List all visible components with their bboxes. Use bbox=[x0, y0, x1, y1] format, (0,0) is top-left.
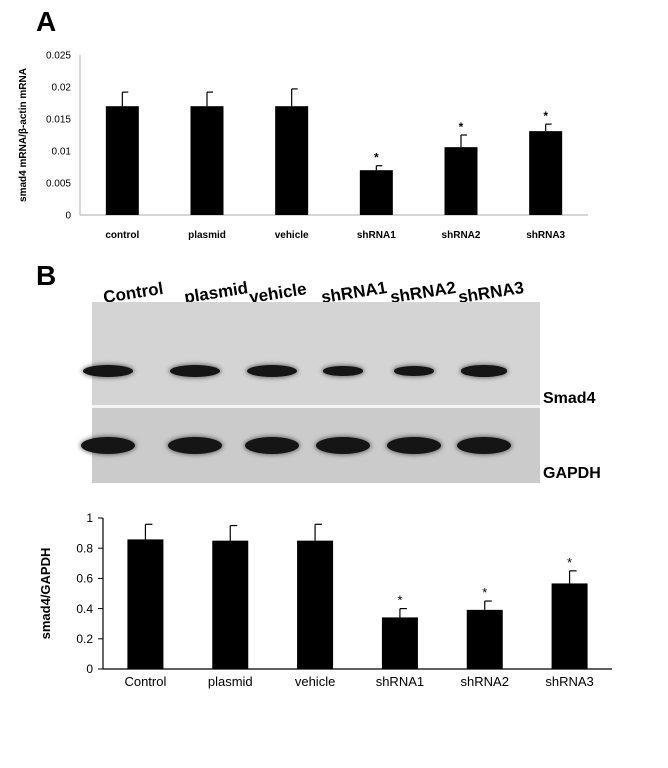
bar-control bbox=[105, 106, 139, 215]
x-tick-label: shRNA2 bbox=[461, 674, 509, 689]
bar-plasmid bbox=[190, 106, 224, 215]
band-gapdh-vehicle bbox=[245, 437, 299, 454]
y-tick-label: 0 bbox=[65, 211, 71, 222]
y-tick-label: 0.6 bbox=[76, 572, 93, 586]
bar-vehicle bbox=[297, 540, 334, 669]
band-gapdh-shRNA3 bbox=[457, 437, 511, 454]
blot-separator bbox=[92, 405, 540, 408]
significance-marker: * bbox=[397, 593, 402, 608]
x-tick-label: vehicle bbox=[295, 674, 335, 689]
band-gapdh-shRNA1 bbox=[316, 437, 370, 454]
blot-row-label-gapdh: GAPDH bbox=[543, 465, 601, 482]
y-tick-label: 0.02 bbox=[52, 83, 72, 94]
y-tick-label: 0.005 bbox=[46, 179, 71, 190]
blot-strip-smad4 bbox=[92, 302, 540, 405]
significance-marker: * bbox=[374, 151, 379, 165]
western-blot-image bbox=[81, 302, 540, 483]
y-tick-label: 0.8 bbox=[76, 541, 93, 555]
band-smad4-vehicle bbox=[247, 365, 297, 377]
band-gapdh-plasmid bbox=[168, 437, 222, 454]
y-tick-label: 1 bbox=[86, 511, 93, 525]
band-smad4-shRNA1 bbox=[323, 366, 363, 376]
y-axis-label: smad4/GAPDH bbox=[38, 548, 53, 640]
y-tick-label: 0.2 bbox=[76, 632, 93, 646]
y-tick-label: 0.01 bbox=[52, 147, 72, 158]
x-tick-label: control bbox=[105, 230, 139, 241]
x-tick-label: shRNA1 bbox=[376, 674, 424, 689]
x-tick-label: vehicle bbox=[275, 230, 309, 241]
bar-shRNA1 bbox=[381, 617, 418, 669]
bar-vehicle bbox=[275, 106, 309, 215]
band-smad4-Control bbox=[83, 365, 133, 377]
x-tick-label: shRNA1 bbox=[357, 230, 396, 241]
significance-marker: * bbox=[543, 109, 548, 123]
y-tick-label: 0.015 bbox=[46, 115, 71, 126]
x-tick-label: Control bbox=[124, 674, 166, 689]
y-axis-label: smad4 mRNA/β-actin mRNA bbox=[18, 68, 29, 202]
x-tick-label: shRNA3 bbox=[526, 230, 565, 241]
x-tick-label: shRNA3 bbox=[545, 674, 593, 689]
significance-marker: * bbox=[482, 585, 487, 600]
bar-shRNA3 bbox=[551, 583, 588, 669]
mrna-bar-chart: 0 0.005 0.01 0.015 0.02 0.025 smad4 mRNA/β-act… bbox=[18, 51, 588, 241]
blot-row-label-smad4: Smad4 bbox=[543, 390, 596, 407]
bar-Control bbox=[127, 539, 164, 669]
x-tick-label: plasmid bbox=[208, 674, 253, 689]
significance-marker: * bbox=[459, 120, 464, 134]
y-tick-label: 0.4 bbox=[76, 602, 93, 616]
band-gapdh-shRNA2 bbox=[387, 437, 441, 454]
band-smad4-shRNA3 bbox=[460, 365, 508, 377]
y-tick-label: 0.025 bbox=[46, 51, 71, 62]
panel-b-label: B bbox=[36, 260, 57, 291]
significance-marker: * bbox=[567, 555, 572, 570]
band-smad4-shRNA2 bbox=[393, 366, 435, 376]
bar-shRNA3 bbox=[529, 131, 563, 215]
x-tick-label: plasmid bbox=[188, 230, 226, 241]
panel-a-label: A bbox=[36, 6, 57, 37]
band-gapdh-Control bbox=[81, 437, 135, 454]
bar-plasmid bbox=[212, 540, 249, 669]
bar-shRNA2 bbox=[444, 147, 478, 215]
x-tick-label: shRNA2 bbox=[442, 230, 481, 241]
y-tick-label: 0 bbox=[86, 662, 93, 676]
bar-shRNA1 bbox=[359, 170, 393, 215]
bar-shRNA2 bbox=[466, 609, 503, 669]
band-smad4-plasmid bbox=[170, 365, 220, 377]
